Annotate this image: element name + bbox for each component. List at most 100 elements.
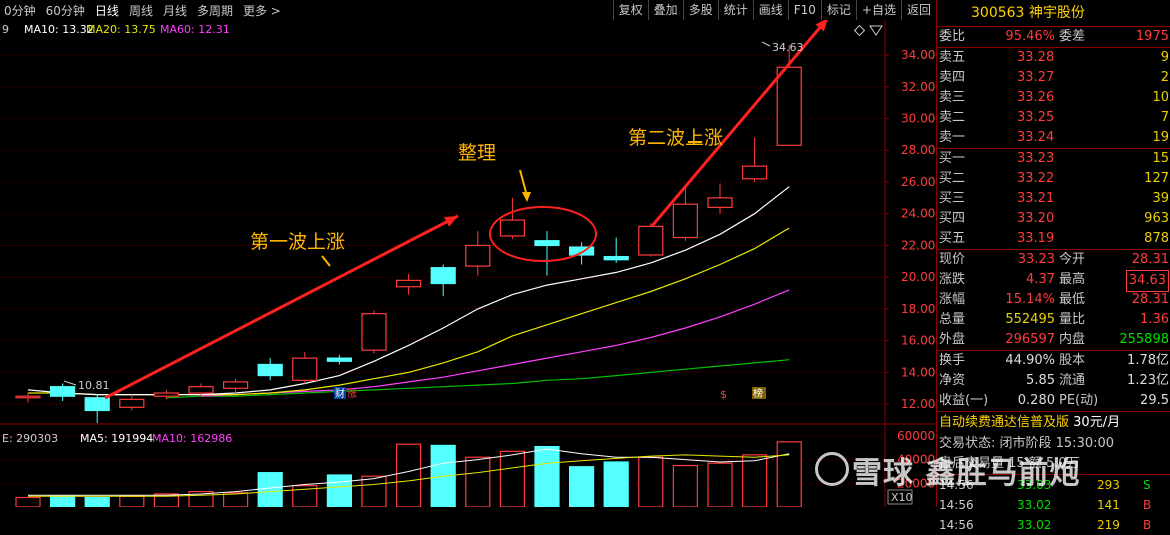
candle-body	[361, 313, 387, 351]
candle-body	[188, 386, 214, 394]
tag-cai-bg	[334, 387, 346, 399]
tag-dollar: $	[720, 388, 727, 401]
volume-bar	[326, 474, 352, 507]
tag-bang-bg	[752, 387, 766, 399]
period-tab-0[interactable]: 0分钟	[4, 3, 36, 18]
price-tick-label: 12.00	[901, 397, 935, 411]
buy-row-1: 买二 33.22 127	[939, 171, 1169, 186]
toolbar-button-8[interactable]: 返回	[900, 0, 936, 20]
weibi-row: 委比 95.46% 委差 1975	[939, 29, 1169, 44]
toolbar-button-5[interactable]: F10	[787, 0, 821, 20]
volume-bar	[257, 472, 283, 507]
triangle-icon	[869, 25, 883, 36]
candle-body	[15, 395, 41, 399]
volume-bar	[776, 441, 802, 507]
fund-row-2: 收益(一) 0.280 PE(动) 29.5	[939, 393, 1169, 408]
stock-title: 300563 神宇股份	[937, 0, 1170, 27]
consolidation-ellipse	[489, 206, 597, 262]
ma10-legend: MA10: 13.32	[24, 23, 94, 36]
volume-bar	[672, 464, 699, 507]
volume-bar	[603, 461, 629, 507]
period-tab-3[interactable]: 周线	[128, 3, 153, 18]
ma-green-line	[166, 359, 790, 399]
chart-toolbar: 0分钟 60分钟 日线 周线 月线 多周期 更多 > 复权 叠加 多股 统计 画线 F10 标记 +自选返…	[0, 0, 936, 21]
period-tab-4[interactable]: 月线	[162, 3, 187, 18]
volume-bar	[223, 492, 249, 507]
volume-tick-label: 60000	[897, 429, 935, 443]
volume-bar	[153, 493, 179, 507]
stat-row-3: 总量 552495 量比 1.36	[939, 312, 1169, 327]
sell-orders: 卖五 33.28 9 卖四 33.27 2 卖三 33.26 10 卖二 33.25 7 卖一 33.24…	[937, 48, 1170, 148]
candle-body	[776, 66, 802, 146]
price-tick-label: 22.00	[901, 238, 935, 252]
price-tick-label: 24.00	[901, 207, 935, 221]
volume-bar	[534, 445, 560, 507]
volume-ma10-line	[28, 454, 790, 497]
x10-label: X10	[891, 491, 913, 504]
stats-main: 现价 33.23 今开 28.31 涨跌 4.37 最高 34.63 涨幅 15.14% 最低 28.…	[937, 250, 1170, 350]
low-price-label: 10.81	[78, 379, 110, 392]
period-tab-2[interactable]: 日线	[94, 3, 119, 18]
candle-body	[568, 246, 595, 256]
period-tab-6[interactable]: 更多 >	[242, 3, 281, 18]
toolbar-button-2[interactable]: 多股	[682, 0, 718, 20]
candle-body	[465, 244, 491, 267]
wave2-arrow	[650, 20, 829, 227]
sell-row-0: 卖五 33.28 9	[939, 50, 1169, 65]
volume-bar	[568, 466, 595, 507]
candle-body	[49, 386, 76, 397]
sell-row-1: 卖四 33.27 2	[939, 70, 1169, 85]
candle-body	[326, 357, 352, 362]
candle-body	[292, 357, 318, 381]
wave1-arrow	[104, 214, 459, 400]
volume-bar	[119, 495, 145, 507]
price-tick-label: 34.00	[901, 48, 935, 62]
price-tick-label: 26.00	[901, 175, 935, 189]
buy-row-4: 买五 33.19 878	[939, 231, 1169, 246]
candle-body	[672, 203, 699, 239]
candle-body	[603, 255, 629, 261]
period-tab-1[interactable]: 60分钟	[45, 3, 85, 18]
kline-chart[interactable]: 12.00 14.00 16.00 18.00 20.00 22.00 24.00 26.00…	[0, 20, 936, 507]
consolidation-pointer-head	[522, 192, 531, 202]
diamond-icon	[853, 24, 866, 37]
toolbar-button-0[interactable]: 复权	[612, 0, 648, 20]
candle-body	[707, 197, 733, 208]
volume-bar	[465, 456, 491, 507]
high-pointer	[761, 41, 771, 47]
candle-body	[257, 363, 283, 377]
price-tick-label: 28.00	[901, 143, 935, 157]
price-tick-label: 14.00	[901, 365, 935, 379]
buy-row-2: 买三 33.21 39	[939, 191, 1169, 206]
ma20-legend: MA20: 13.75	[86, 23, 156, 36]
toolbar-button-3[interactable]: 统计	[717, 0, 753, 20]
consolidation-label: 整理	[458, 142, 496, 164]
volume-bar	[638, 456, 664, 507]
volume-tick-label: 20000	[897, 476, 935, 490]
sell-row-3: 卖二 33.25 7	[939, 110, 1169, 125]
ma-legend-prefix: 9	[2, 23, 9, 36]
wave1-pointer	[321, 255, 331, 267]
volume-bar	[15, 496, 41, 507]
toolbar-button-1[interactable]: 叠加	[647, 0, 683, 20]
candle-body	[223, 381, 249, 389]
toolbar-button-4[interactable]: 画线	[752, 0, 788, 20]
tag-cai: 财	[335, 387, 345, 400]
sell-row-4: 卖一 33.24 19	[939, 130, 1169, 145]
fund-row-1: 净资 5.85 流通 1.23亿	[939, 373, 1169, 388]
quote-panel: 300563 神宇股份 委比 95.46% 委差 1975 卖五 33.28 9 卖四…	[936, 0, 1170, 532]
period-tab-5[interactable]: 多周期	[196, 3, 233, 18]
tick-row-0: 14:56 33.03 293 S	[939, 478, 1151, 492]
toolbar-button-6[interactable]: 标记	[820, 0, 856, 20]
toolbar-buttons: 复权 叠加 多股 统计 画线 F10 标记 +自选 返回	[612, 0, 936, 20]
stat-row-0: 现价 33.23 今开 28.31	[939, 252, 1169, 267]
volume-bar	[49, 495, 76, 507]
candle-body	[84, 397, 110, 412]
price-tick-label: 30.00	[901, 112, 935, 126]
buy-orders: 买一 33.23 15 买二 33.22 127 买三 33.21 39 买四 33.20 963 买五…	[937, 149, 1170, 249]
toolbar-button-7[interactable]: +自选	[855, 0, 901, 20]
promo-banner[interactable]: 自动续费通达信普及版 30元/月	[937, 411, 1170, 434]
price-tick-label: 20.00	[901, 270, 935, 284]
price-tick-label: 16.00	[901, 334, 935, 348]
price-tick-label: 32.00	[901, 80, 935, 94]
